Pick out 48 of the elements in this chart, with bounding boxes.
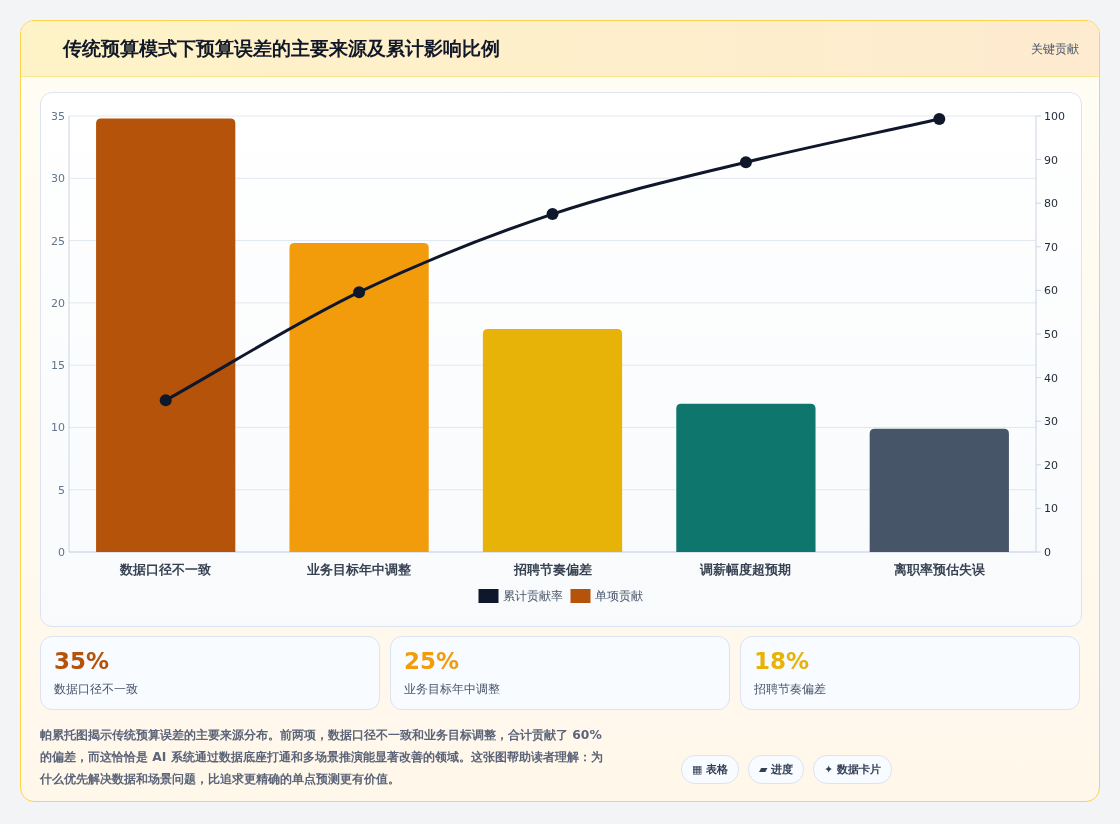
bar bbox=[869, 428, 1009, 552]
x-tick-label: 调薪幅度超预期 bbox=[699, 562, 792, 577]
legend-label: 单项贡献 bbox=[594, 589, 643, 603]
x-tick-label: 招聘节奏偏差 bbox=[512, 562, 592, 577]
text: ▦ 表格 bbox=[681, 755, 740, 784]
y-tick-label: 25 bbox=[51, 234, 65, 248]
y-tick-label: 20 bbox=[51, 296, 65, 310]
text: ▰ 进度 bbox=[748, 755, 805, 784]
y-tick-label: 35 bbox=[51, 110, 65, 123]
y-tick-label: 0 bbox=[58, 546, 65, 559]
y2-tick-label: 70 bbox=[1044, 240, 1058, 254]
point bbox=[933, 113, 946, 126]
y2-tick-label: 30 bbox=[1044, 415, 1058, 429]
y2-tick-label: 40 bbox=[1044, 371, 1058, 385]
y2-tick-label: 80 bbox=[1044, 197, 1058, 211]
bar bbox=[289, 243, 429, 552]
point bbox=[353, 286, 366, 299]
text: ✦ 数据卡片 bbox=[813, 755, 893, 784]
text: 帕累托图揭示传统预算误差的主要来源分布。前两项，数据口径不一致和业务目标调整，合计贡献了 60% 的偏差，而这恰恰是 AI 系统通过数据底座打通和多场景推演能显著改善的领域。这张图帮助读者理解：为什么优先解决数据和场景问题，比追求更精确的单点预测更有价值。 bbox=[40, 727, 604, 788]
y2-tick-label: 10 bbox=[1044, 502, 1058, 516]
y-tick-label: 5 bbox=[58, 483, 65, 497]
x-tick-label: 业务目标年中调整 bbox=[306, 562, 412, 577]
y2-tick-label: 100 bbox=[1044, 110, 1065, 123]
text: 25% bbox=[404, 648, 460, 674]
x-tick-label: 数据口径不一致 bbox=[119, 562, 212, 577]
y2-tick-label: 0 bbox=[1044, 546, 1051, 559]
y-tick-label: 30 bbox=[51, 172, 65, 186]
bar bbox=[96, 118, 236, 552]
x-tick-label: 离职率预估失误 bbox=[892, 562, 986, 577]
chart-title: 传统预算模式下预算误差的主要来源及累计影响比例 bbox=[63, 36, 500, 61]
legend-label: 累计贡献率 bbox=[502, 589, 563, 603]
bar bbox=[676, 403, 816, 552]
y2-tick-label: 20 bbox=[1044, 458, 1058, 472]
text: 关键贡献 bbox=[1031, 41, 1079, 58]
point bbox=[739, 156, 752, 169]
text: 业务目标年中调整 bbox=[404, 682, 500, 697]
y2-tick-label: 60 bbox=[1044, 284, 1058, 298]
text: 数据口径不一致 bbox=[54, 682, 138, 697]
bar bbox=[482, 329, 623, 552]
y2-tick-label: 90 bbox=[1044, 153, 1058, 167]
y2-tick-label: 50 bbox=[1044, 328, 1058, 341]
text: 招聘节奏偏差 bbox=[754, 682, 826, 697]
y-tick-label: 15 bbox=[51, 359, 65, 373]
text: 35% bbox=[54, 648, 110, 674]
text: 18% bbox=[754, 648, 810, 674]
point bbox=[159, 394, 172, 407]
point bbox=[546, 208, 559, 221]
y-tick-label: 10 bbox=[51, 421, 65, 435]
